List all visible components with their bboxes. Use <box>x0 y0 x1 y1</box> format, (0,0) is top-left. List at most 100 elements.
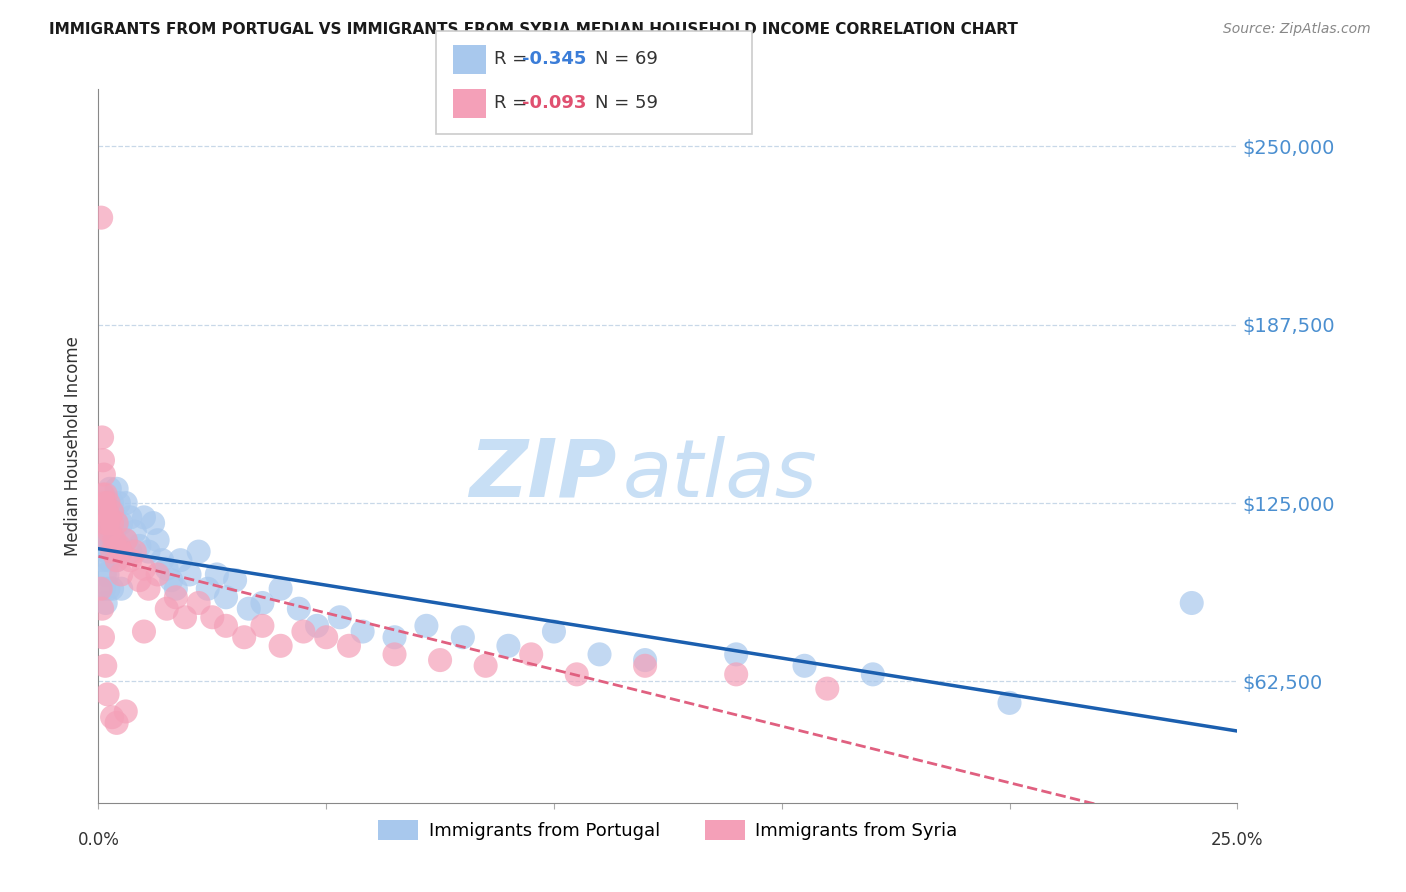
Point <box>97 582 120 596</box>
Point <box>160 573 183 587</box>
Point <box>156 601 179 615</box>
Point <box>114 533 136 548</box>
Point <box>101 710 124 724</box>
Point <box>103 510 125 524</box>
Point <box>252 596 274 610</box>
Point <box>94 567 117 582</box>
Point <box>91 487 114 501</box>
Point <box>187 544 209 558</box>
Point <box>156 562 179 576</box>
Point <box>634 653 657 667</box>
Point <box>105 516 128 530</box>
Point <box>101 582 124 596</box>
Point <box>862 667 884 681</box>
Point <box>94 487 117 501</box>
Point <box>165 582 187 596</box>
Point <box>201 610 224 624</box>
Point <box>96 567 118 582</box>
Point <box>138 582 160 596</box>
Point <box>96 516 118 530</box>
Point <box>101 516 124 530</box>
Point <box>108 496 131 510</box>
Point <box>107 539 129 553</box>
Point <box>124 524 146 539</box>
Point <box>93 582 115 596</box>
Point <box>165 591 187 605</box>
Point <box>352 624 374 639</box>
Point <box>252 619 274 633</box>
Point <box>124 544 146 558</box>
Point <box>98 510 121 524</box>
Point <box>110 544 132 558</box>
Point <box>197 582 219 596</box>
Text: Source: ZipAtlas.com: Source: ZipAtlas.com <box>1223 22 1371 37</box>
Point <box>110 582 132 596</box>
Point <box>91 553 114 567</box>
Point <box>292 624 315 639</box>
Point <box>91 453 114 467</box>
Text: N = 69: N = 69 <box>595 50 658 68</box>
Point <box>384 630 406 644</box>
Point <box>132 510 155 524</box>
Point <box>98 524 121 539</box>
Point <box>150 553 173 567</box>
Point <box>315 630 337 644</box>
Point <box>94 516 117 530</box>
Point <box>451 630 474 644</box>
Point <box>142 516 165 530</box>
Point <box>215 619 238 633</box>
Point <box>138 544 160 558</box>
Point <box>415 619 437 633</box>
Point <box>238 601 260 615</box>
Point <box>101 533 124 548</box>
Legend: Immigrants from Portugal, Immigrants from Syria: Immigrants from Portugal, Immigrants fro… <box>371 813 965 847</box>
Point <box>97 533 120 548</box>
Text: -0.345: -0.345 <box>522 50 586 68</box>
Point <box>110 516 132 530</box>
Point <box>128 539 150 553</box>
Point <box>94 658 117 673</box>
Point <box>105 516 128 530</box>
Point <box>96 544 118 558</box>
Text: ZIP: ZIP <box>470 435 617 514</box>
Point <box>94 496 117 510</box>
Point <box>384 648 406 662</box>
Point <box>725 648 748 662</box>
Point <box>146 567 169 582</box>
Point <box>98 505 121 519</box>
Point <box>998 696 1021 710</box>
Point <box>169 553 191 567</box>
Point <box>815 681 838 696</box>
Point <box>114 705 136 719</box>
Point <box>498 639 520 653</box>
Point <box>110 567 132 582</box>
Point <box>474 658 496 673</box>
Point <box>91 430 114 444</box>
Point <box>179 567 201 582</box>
Point <box>205 567 228 582</box>
Text: -0.093: -0.093 <box>522 95 586 112</box>
Point <box>98 482 121 496</box>
Point <box>90 582 112 596</box>
Point <box>132 562 155 576</box>
Text: N = 59: N = 59 <box>595 95 658 112</box>
Point <box>108 539 131 553</box>
Point <box>233 630 256 644</box>
Point <box>429 653 451 667</box>
Point <box>128 573 150 587</box>
Point <box>101 544 124 558</box>
Point <box>96 687 118 701</box>
Point <box>174 610 197 624</box>
Point <box>793 658 815 673</box>
Point <box>105 553 128 567</box>
Point <box>91 630 114 644</box>
Point <box>543 624 565 639</box>
Point <box>565 667 588 681</box>
Point <box>96 505 118 519</box>
Text: R =: R = <box>494 95 533 112</box>
Point <box>103 533 125 548</box>
Point <box>132 624 155 639</box>
Point <box>105 553 128 567</box>
Point <box>114 533 136 548</box>
Point <box>187 596 209 610</box>
